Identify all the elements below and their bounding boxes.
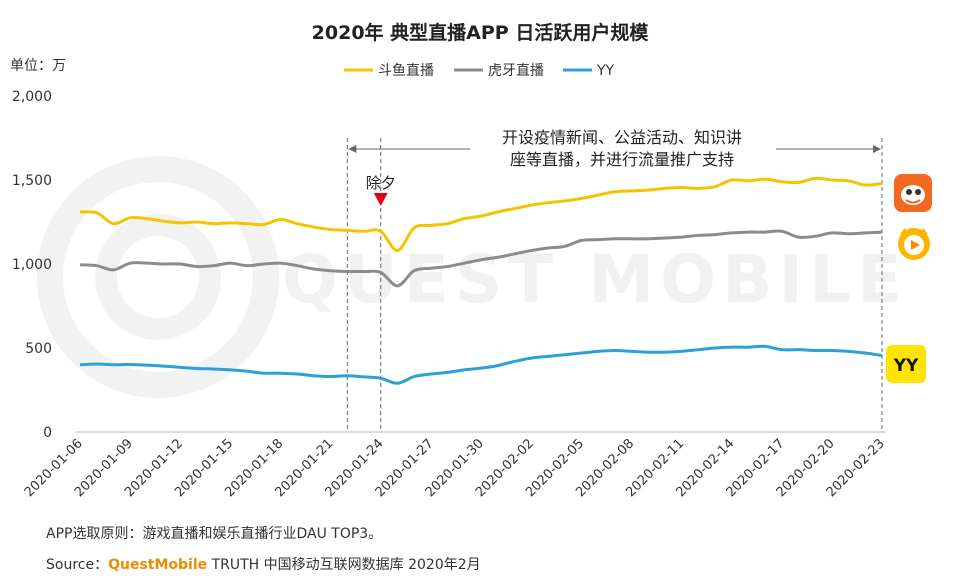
y-tick-label: 1,500 xyxy=(12,173,52,189)
huya-logo-icon xyxy=(898,228,930,260)
legend: 斗鱼直播 虎牙直播 YY xyxy=(344,62,615,79)
legend-item-huya: 虎牙直播 xyxy=(454,62,544,79)
legend-label-huya: 虎牙直播 xyxy=(488,62,544,79)
y-tick-label: 2,000 xyxy=(12,89,52,105)
eve-marker-icon xyxy=(373,193,388,206)
y-axis: 0 500 1,000 1,500 2,000 xyxy=(12,89,52,441)
y-tick-label: 1,000 xyxy=(12,257,52,273)
source-brand: QuestMobile xyxy=(108,557,208,573)
douyu-logo-icon xyxy=(894,174,932,212)
footnote: APP选取原则：游戏直播和娱乐直播行业DAU TOP3。 xyxy=(46,526,383,542)
yy-logo-text: YY xyxy=(893,356,919,376)
series-line-huya xyxy=(79,229,883,288)
watermark: QUEST MOBILE xyxy=(37,156,908,398)
range-annotation-line1: 开设疫情新闻、公益活动、知识讲 xyxy=(502,128,742,147)
y-tick-label: 500 xyxy=(25,341,52,357)
source-prefix: Source： xyxy=(46,557,109,573)
legend-item-yy: YY xyxy=(563,63,615,79)
source-rest: TRUTH 中国移动互联网数据库 2020年2月 xyxy=(207,557,481,573)
source-line: Source：QuestMobile TRUTH 中国移动互联网数据库 2020… xyxy=(46,554,481,574)
plot-area xyxy=(79,176,883,385)
legend-label-yy: YY xyxy=(596,63,615,79)
range-annotation-line2: 座等直播，并进行流量推广支持 xyxy=(510,150,734,169)
series-line-yy xyxy=(79,344,883,385)
legend-item-douyu: 斗鱼直播 xyxy=(344,62,434,79)
unit-label: 单位：万 xyxy=(10,58,66,74)
series-line-douyu xyxy=(79,176,883,253)
watermark-text: QUEST MOBILE xyxy=(282,241,908,318)
arrowhead-right xyxy=(873,145,881,153)
arrowhead-left xyxy=(348,145,357,153)
eve-label: 除夕 xyxy=(366,174,396,192)
chart-title: 2020年 典型直播APP 日活跃用户规模 xyxy=(312,21,650,44)
x-axis: 2020-01-062020-01-092020-01-122020-01-15… xyxy=(22,431,888,500)
yy-logo-icon: YY xyxy=(886,345,926,383)
legend-label-douyu: 斗鱼直播 xyxy=(378,62,434,79)
y-tick-label: 0 xyxy=(43,425,52,441)
